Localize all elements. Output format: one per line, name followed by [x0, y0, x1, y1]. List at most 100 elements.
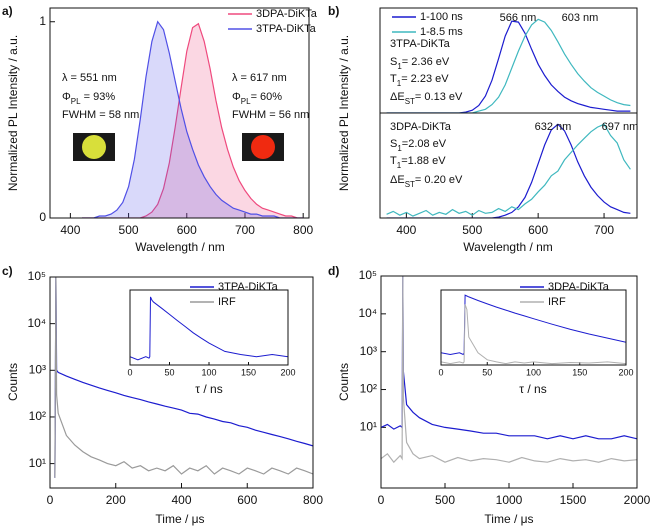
annotation: S1=2.08 eV — [390, 138, 447, 153]
annotation-part: 566 nm — [500, 12, 537, 24]
plot-frame — [380, 275, 638, 489]
annotation: FWHM = 58 nm — [62, 109, 139, 121]
panel-label: a) — [2, 4, 13, 18]
x-tick-label: 150 — [572, 367, 587, 377]
x-tick-label: 100 — [201, 367, 216, 377]
x-tick-label: 700 — [235, 223, 255, 237]
annotation-part: = 2.23 eV — [401, 73, 449, 85]
x-tick-label: 200 — [106, 493, 126, 507]
annotation-part: = 60% — [251, 91, 283, 103]
x-tick-label: 800 — [293, 223, 313, 237]
x-tick-label: 0 — [127, 367, 132, 377]
annotation-part: ST — [405, 97, 415, 106]
annotation: S1= 2.36 eV — [390, 56, 450, 71]
annotation: λ = 617 nm — [232, 72, 287, 84]
x-tick-label: 400 — [396, 223, 416, 237]
panel-label: c) — [2, 264, 13, 278]
panel-label: b) — [328, 4, 339, 18]
annotation: 603 nm — [562, 12, 599, 24]
x-tick-label: 500 — [435, 493, 455, 507]
annotation-part: λ = 551 nm — [62, 72, 117, 84]
legend-label: 3DPA-DiKTa — [548, 281, 610, 293]
x-tick-label: 0 — [378, 493, 385, 507]
y-tick-label: 10⁵ — [28, 269, 46, 283]
legend-label: 1-100 ns — [420, 11, 463, 23]
annotation-part: T — [390, 155, 397, 167]
series-line — [441, 304, 626, 365]
x-tick-label: 200 — [618, 367, 633, 377]
x-tick-label: 700 — [594, 223, 614, 237]
annotation-part: ΔE — [390, 91, 405, 103]
annotation-part: 1 — [397, 144, 402, 153]
legend-label: 1-8.5 ms — [420, 26, 463, 38]
y-tick-label: 10³ — [29, 362, 46, 376]
sample-photo-disc — [82, 135, 106, 159]
y-tick-label: 10⁴ — [358, 306, 377, 320]
x-tick-label: 600 — [528, 223, 548, 237]
series-line — [381, 276, 637, 464]
series-area — [82, 21, 304, 218]
legend-label: 3DPA-DiKTa — [256, 8, 318, 20]
plot-frame — [49, 276, 314, 489]
plot-frame — [440, 289, 627, 366]
x-tick-label: 200 — [280, 367, 295, 377]
annotation: T1= 2.23 eV — [390, 73, 449, 88]
plot-frame — [129, 289, 289, 366]
annotation-part: 603 nm — [562, 12, 599, 24]
x-tick-label: 50 — [164, 367, 174, 377]
annotation-part: = 2.36 eV — [402, 56, 450, 68]
y-tick-label: 10¹ — [29, 456, 46, 470]
legend-label: 3TPA-DiKTa — [256, 23, 317, 35]
series-line — [386, 123, 631, 217]
annotation-part: ΔE — [390, 174, 405, 186]
series-line — [381, 276, 637, 440]
y-tick-label: 0 — [39, 210, 46, 224]
x-tick-label: 2000 — [624, 493, 651, 507]
x-tick-label: 500 — [119, 223, 139, 237]
y-tick-label: 10¹ — [360, 420, 377, 434]
annotation: 3TPA-DiKTa — [390, 38, 451, 50]
x-tick-label: 150 — [241, 367, 256, 377]
series-line — [130, 296, 288, 361]
annotation-part: = 93% — [81, 91, 116, 103]
annotation-part: S — [390, 138, 397, 150]
x-tick-label: 400 — [171, 493, 191, 507]
x-tick-label: 0 — [438, 367, 443, 377]
annotation: 3DPA-DiKTa — [390, 121, 452, 133]
annotation-part: =1.88 eV — [401, 155, 446, 167]
annotation: 632 nm — [535, 121, 572, 133]
plot-frame — [49, 7, 310, 219]
series-line — [82, 22, 304, 218]
series-line — [386, 123, 631, 218]
annotation: FWHM = 56 nm — [232, 109, 309, 121]
annotation: 566 nm — [500, 12, 537, 24]
annotation-part: 1 — [397, 161, 402, 170]
annotation-part: S — [390, 56, 397, 68]
series-line — [54, 277, 313, 478]
annotation-part: 1 — [397, 62, 402, 71]
y-axis-label: Normalized PL Intensity / a.u. — [6, 35, 20, 191]
annotation: T1=1.88 eV — [390, 155, 446, 170]
y-axis-label: Counts — [6, 363, 20, 401]
annotation-part: FWHM = 56 nm — [232, 109, 309, 121]
x-tick-label: 600 — [177, 223, 197, 237]
annotation-part: ST — [405, 180, 415, 189]
annotation-part: 697 nm — [602, 121, 639, 133]
series-line — [441, 294, 626, 356]
annotation-part: T — [390, 73, 397, 85]
annotation-part: Φ — [62, 91, 71, 103]
y-tick-label: 10² — [29, 409, 46, 423]
x-axis-label: Time / μs — [484, 512, 533, 526]
y-axis-label: Counts — [337, 363, 351, 401]
y-tick-label: 10⁵ — [359, 268, 377, 282]
x-tick-label: 400 — [60, 223, 80, 237]
annotation: ΦPL= 60% — [232, 91, 282, 106]
legend-label: IRF — [218, 296, 236, 308]
legend-label: IRF — [548, 296, 566, 308]
annotation-part: 632 nm — [535, 121, 572, 133]
annotation-part: =2.08 eV — [402, 138, 447, 150]
annotation: ΔEST= 0.13 eV — [390, 91, 463, 106]
x-axis-label: Wavelength / nm — [463, 240, 553, 254]
x-axis-label: Time / μs — [155, 512, 204, 526]
